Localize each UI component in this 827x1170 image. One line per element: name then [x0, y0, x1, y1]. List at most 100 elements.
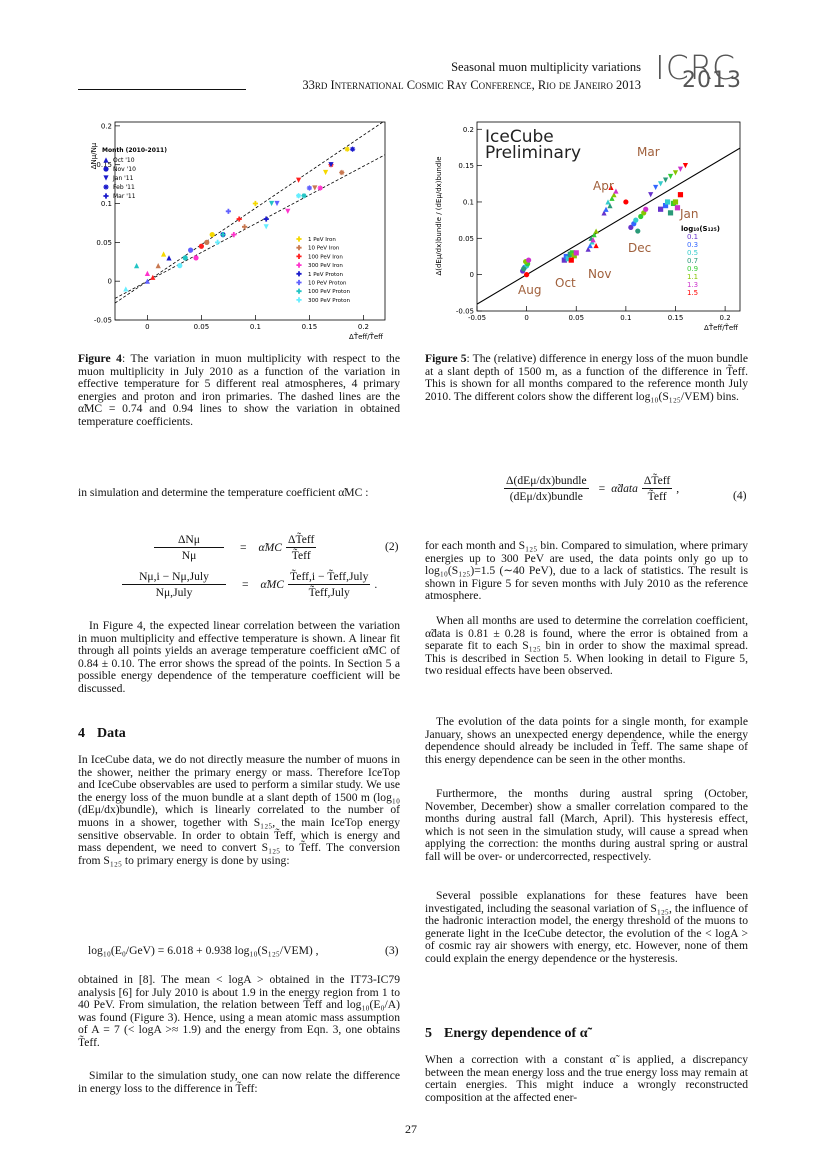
data-point [323, 169, 329, 176]
data-point [635, 228, 641, 234]
denominator: Nμ,July [155, 586, 193, 599]
fraction: T̃eff,i − T̃eff,July T̃eff,July [288, 570, 371, 599]
plot-annotation: IceCube [485, 127, 554, 147]
data-point [204, 239, 210, 245]
punctuation: , [676, 482, 680, 495]
equation: log₁₀(E₀/GeV) = 6.018 + 0.938 log₁₀(S₁₂₅… [88, 944, 319, 957]
data-point [667, 210, 674, 216]
data-point [296, 253, 302, 259]
logo-text: ICRC [655, 48, 737, 87]
month-label: Mar [637, 145, 660, 159]
legend-label: 100 PeV Iron [308, 254, 343, 260]
numerator: T̃eff,i − T̃eff,July [288, 570, 371, 585]
legend-label: 0.1 [687, 233, 698, 241]
data-point [177, 263, 183, 269]
section-number: 4 [78, 726, 85, 741]
legend-label: 0.9 [687, 265, 698, 273]
legend-label: Oct '10 [113, 157, 135, 164]
section-title: Energy dependence of α̃ [444, 1026, 588, 1041]
legend-label: 0.7 [687, 257, 698, 265]
fit-line [115, 154, 385, 299]
equation-number: (4) [733, 489, 747, 502]
x-tick-label: 0 [145, 323, 149, 331]
data-point [524, 272, 530, 278]
data-point [134, 263, 140, 269]
y-tick-label: 0.05 [458, 235, 474, 243]
y-tick-label: 0.15 [458, 162, 474, 170]
data-point [611, 192, 617, 198]
data-point [296, 262, 302, 268]
plot-frame [114, 121, 386, 321]
data-point [242, 224, 248, 230]
denominator: T̃eff [647, 490, 667, 503]
x-axis-label: ΔT̃eff/T̃eff [704, 324, 738, 332]
denominator: T̃eff [291, 549, 311, 562]
data-point [623, 199, 629, 205]
data-point [317, 185, 323, 191]
data-point [150, 274, 156, 280]
legend-label: 10 PeV Iron [308, 246, 340, 252]
data-point [296, 236, 302, 242]
numerator: ΔT̃eff [641, 474, 673, 489]
running-title: Seasonal muon multiplicity variations [451, 60, 641, 74]
figure-caption: Figure 4: The variation in muon multipli… [78, 352, 400, 429]
figure-5: -0.05 0 0.05 0.1 0.15 0.2 -0.05 0 0.05 0.1 0.15 0.2… [435, 121, 741, 332]
data-point [263, 224, 269, 230]
data-point [591, 232, 597, 238]
data-point [648, 192, 654, 198]
x-tick-label: 0.1 [250, 323, 261, 331]
data-point [601, 210, 607, 216]
paragraph: Several possible explanations for these … [425, 889, 748, 965]
y-tick-label: 0.1 [463, 198, 474, 206]
data-point [103, 193, 109, 199]
data-point [123, 286, 129, 292]
data-point [296, 271, 302, 277]
data-point [236, 216, 242, 222]
fraction: ΔT̃eff T̃eff [286, 533, 317, 562]
data-point [312, 185, 318, 191]
paragraph: Furthermore, the months during austral s… [425, 787, 748, 863]
legend-label: 1 PeV Iron [308, 237, 336, 243]
data-point [144, 270, 150, 277]
month-label: Oct [555, 276, 576, 290]
paragraph: obtained in [8]. The mean < logA > obtai… [78, 973, 400, 1049]
x-tick-label: -0.05 [468, 314, 486, 322]
legend-label: 300 PeV Iron [308, 263, 343, 269]
section-heading: 4 Data [78, 726, 126, 742]
data-point [662, 202, 669, 209]
data-point [182, 255, 188, 261]
legend-label: Mar '11 [113, 193, 136, 200]
x-tick-label: 0.15 [302, 323, 318, 331]
legend-label: 1.1 [687, 273, 698, 281]
paragraph: in simulation and determine the temperat… [78, 486, 369, 499]
data-point [252, 200, 258, 207]
data-point [664, 199, 671, 205]
equals: = [240, 541, 247, 554]
data-point [607, 202, 613, 209]
data-point [144, 278, 150, 284]
legend-label: 300 PeV Proton [308, 298, 351, 304]
page-number: 27 [405, 1122, 417, 1136]
data-point [231, 231, 237, 238]
data-point [193, 255, 199, 261]
data-point [658, 181, 664, 187]
month-label: Jan [679, 207, 699, 221]
data-point [593, 228, 599, 234]
data-point [296, 245, 302, 251]
data-point [103, 184, 109, 190]
month-label: Apr [593, 179, 614, 193]
data-point [633, 217, 639, 223]
numerator: ΔNμ [154, 533, 224, 548]
x-tick-label: 0.05 [568, 314, 584, 322]
data-point [301, 193, 307, 199]
legend-label: Nov '10 [113, 166, 136, 173]
data-point [215, 239, 221, 245]
logo-year: 2013 [682, 68, 742, 93]
data-point [593, 242, 599, 249]
data-point [103, 175, 109, 181]
month-label: Nov [588, 267, 611, 281]
data-point [296, 288, 302, 294]
data-point [263, 216, 269, 222]
data-point [285, 208, 291, 214]
data-point [161, 251, 167, 257]
